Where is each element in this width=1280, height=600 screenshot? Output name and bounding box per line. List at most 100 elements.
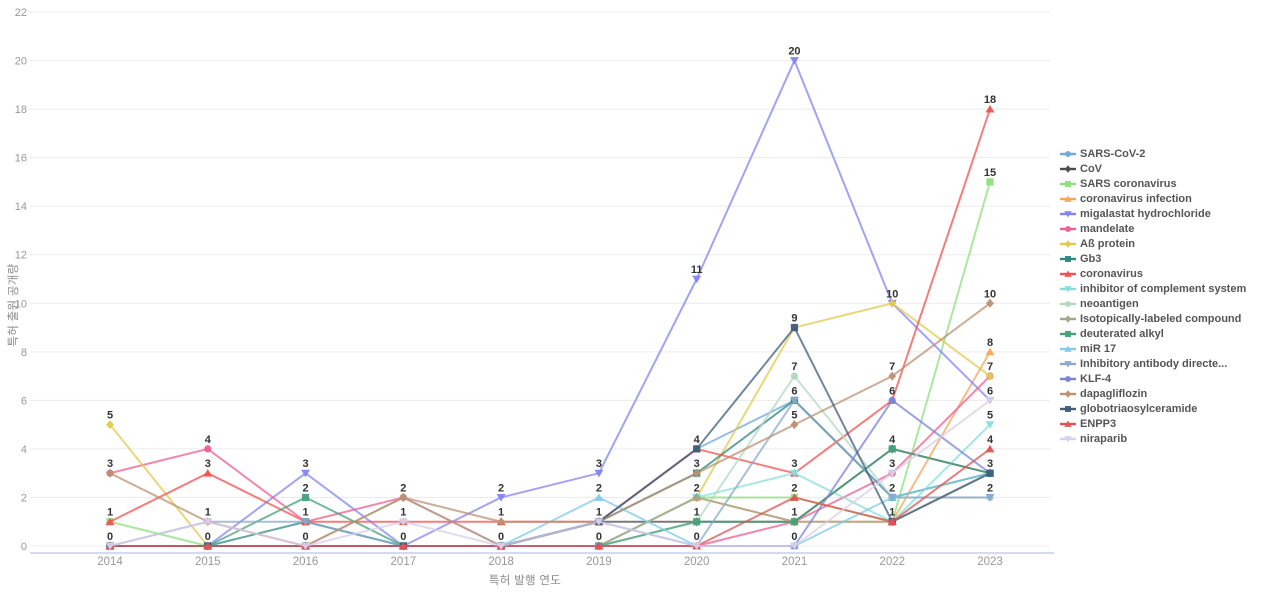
series-line[interactable]	[109, 399, 991, 547]
data-point-marker[interactable]	[301, 542, 311, 551]
data-point-marker[interactable]	[789, 396, 799, 405]
data-point-marker[interactable]	[888, 298, 897, 308]
data-point-marker[interactable]	[985, 421, 995, 429]
data-point-marker[interactable]	[1064, 361, 1072, 368]
data-point-marker[interactable]	[105, 542, 115, 551]
data-point-marker[interactable]	[985, 444, 995, 453]
legend-item-inhibitory-antibody-directe[interactable]: Inhibitory antibody directe...	[1060, 358, 1246, 370]
data-point-marker[interactable]	[1064, 315, 1072, 323]
legend-item-coronavirus[interactable]: coronavirus	[1060, 268, 1246, 280]
data-point-marker[interactable]	[692, 468, 701, 478]
legend-item-mir-17[interactable]: miR 17	[1060, 343, 1246, 355]
data-point-marker[interactable]	[1065, 181, 1071, 187]
data-point-marker[interactable]	[790, 518, 799, 526]
data-point-marker[interactable]	[1064, 436, 1072, 443]
data-point-marker[interactable]	[1064, 240, 1072, 248]
legend-item-klf-4[interactable]: KLF-4	[1060, 373, 1246, 385]
data-point-marker[interactable]	[888, 396, 896, 404]
data-point-marker[interactable]	[301, 518, 311, 526]
data-point-marker[interactable]	[789, 469, 799, 478]
data-point-marker[interactable]	[1065, 301, 1071, 307]
data-point-marker[interactable]	[1064, 390, 1072, 398]
data-point-marker[interactable]	[204, 445, 212, 453]
series-line[interactable]	[110, 472, 991, 547]
data-point-marker[interactable]	[692, 492, 701, 502]
data-point-marker[interactable]	[693, 518, 701, 526]
data-point-marker[interactable]	[1065, 331, 1071, 337]
data-point-marker[interactable]	[1065, 406, 1071, 412]
legend-item-a-protein[interactable]: Aß protein	[1060, 238, 1246, 250]
data-point-marker[interactable]	[106, 468, 114, 478]
data-point-marker[interactable]	[301, 469, 311, 478]
data-point-marker[interactable]	[887, 469, 897, 478]
data-point-marker[interactable]	[888, 445, 896, 453]
data-point-marker[interactable]	[790, 420, 799, 430]
data-point-marker[interactable]	[594, 518, 604, 526]
data-point-marker[interactable]	[986, 371, 994, 381]
data-point-marker[interactable]	[106, 420, 114, 430]
data-point-marker[interactable]	[1064, 345, 1072, 352]
legend-item-sars-cov-2[interactable]: SARS-CoV-2	[1060, 148, 1246, 160]
data-point-marker[interactable]	[1064, 195, 1072, 202]
data-point-marker[interactable]	[398, 518, 408, 526]
data-point-marker[interactable]	[985, 104, 995, 113]
data-point-marker[interactable]	[594, 493, 604, 501]
data-point-marker[interactable]	[1065, 151, 1071, 157]
data-point-marker[interactable]	[1065, 376, 1071, 382]
data-point-marker[interactable]	[985, 396, 995, 405]
legend-item-isotopically-labeled-compound[interactable]: Isotopically-labeled compound	[1060, 313, 1246, 325]
data-point-marker[interactable]	[398, 541, 408, 550]
data-point-marker[interactable]	[399, 492, 408, 502]
data-point-marker[interactable]	[1064, 420, 1072, 427]
legend-item-dapagliflozin[interactable]: dapagliflozin	[1060, 388, 1246, 400]
data-point-marker[interactable]	[203, 541, 213, 550]
legend-item-migalastat-hydrochloride[interactable]: migalastat hydrochloride	[1060, 208, 1246, 220]
data-point-marker[interactable]	[1065, 226, 1071, 232]
data-point-marker[interactable]	[986, 178, 994, 186]
legend-item-niraparib[interactable]: niraparib	[1060, 433, 1246, 445]
data-point-marker[interactable]	[496, 542, 506, 551]
data-point-marker[interactable]	[887, 517, 897, 526]
series-line[interactable]	[109, 181, 991, 547]
data-point-marker[interactable]	[790, 372, 799, 380]
data-point-marker[interactable]	[203, 469, 213, 477]
data-point-marker[interactable]	[1064, 286, 1072, 293]
data-point-marker[interactable]	[985, 494, 995, 502]
data-point-marker[interactable]	[790, 323, 799, 332]
legend-item-neoantigen[interactable]: neoantigen	[1060, 298, 1246, 310]
data-point-marker[interactable]	[1064, 270, 1072, 277]
data-point-marker[interactable]	[986, 298, 994, 308]
series-line[interactable]	[110, 59, 991, 547]
data-point-marker[interactable]	[692, 542, 702, 551]
series-line[interactable]	[110, 472, 991, 547]
legend-item-coronavirus-infection[interactable]: coronavirus infection	[1060, 193, 1246, 205]
data-point-marker[interactable]	[985, 347, 995, 356]
legend-item-cov[interactable]: CoV	[1060, 163, 1246, 175]
data-point-marker[interactable]	[594, 541, 604, 550]
legend-item-deuterated-alkyl[interactable]: deuterated alkyl	[1060, 328, 1246, 340]
data-point-marker[interactable]	[1064, 211, 1072, 218]
legend-item-mandelate[interactable]: mandelate	[1060, 223, 1246, 235]
data-point-marker[interactable]	[887, 494, 897, 502]
data-point-marker[interactable]	[692, 275, 702, 284]
data-point-marker[interactable]	[693, 445, 701, 453]
data-point-marker[interactable]	[594, 469, 604, 478]
legend-item-enpp3[interactable]: ENPP3	[1060, 418, 1246, 430]
legend-item-sars-coronavirus[interactable]: SARS coronavirus	[1060, 178, 1246, 190]
data-point-marker[interactable]	[789, 493, 799, 501]
data-point-marker[interactable]	[496, 494, 506, 502]
data-point-marker[interactable]	[1065, 256, 1071, 262]
data-point-marker[interactable]	[301, 493, 310, 502]
data-point-marker[interactable]	[789, 57, 799, 65]
data-point-marker[interactable]	[1064, 165, 1072, 173]
data-point-marker[interactable]	[105, 517, 115, 526]
data-point-marker[interactable]	[203, 518, 213, 526]
data-point-marker[interactable]	[986, 469, 994, 477]
data-point-marker[interactable]	[888, 371, 897, 381]
data-point-marker[interactable]	[497, 517, 506, 527]
data-point-marker[interactable]	[789, 542, 799, 551]
series-line[interactable]	[109, 108, 991, 523]
legend-item-inhibitor-of-complement-system[interactable]: inhibitor of complement system	[1060, 283, 1246, 295]
legend-item-gb3[interactable]: Gb3	[1060, 253, 1246, 265]
legend-item-globotriaosylceramide[interactable]: globotriaosylceramide	[1060, 403, 1246, 415]
